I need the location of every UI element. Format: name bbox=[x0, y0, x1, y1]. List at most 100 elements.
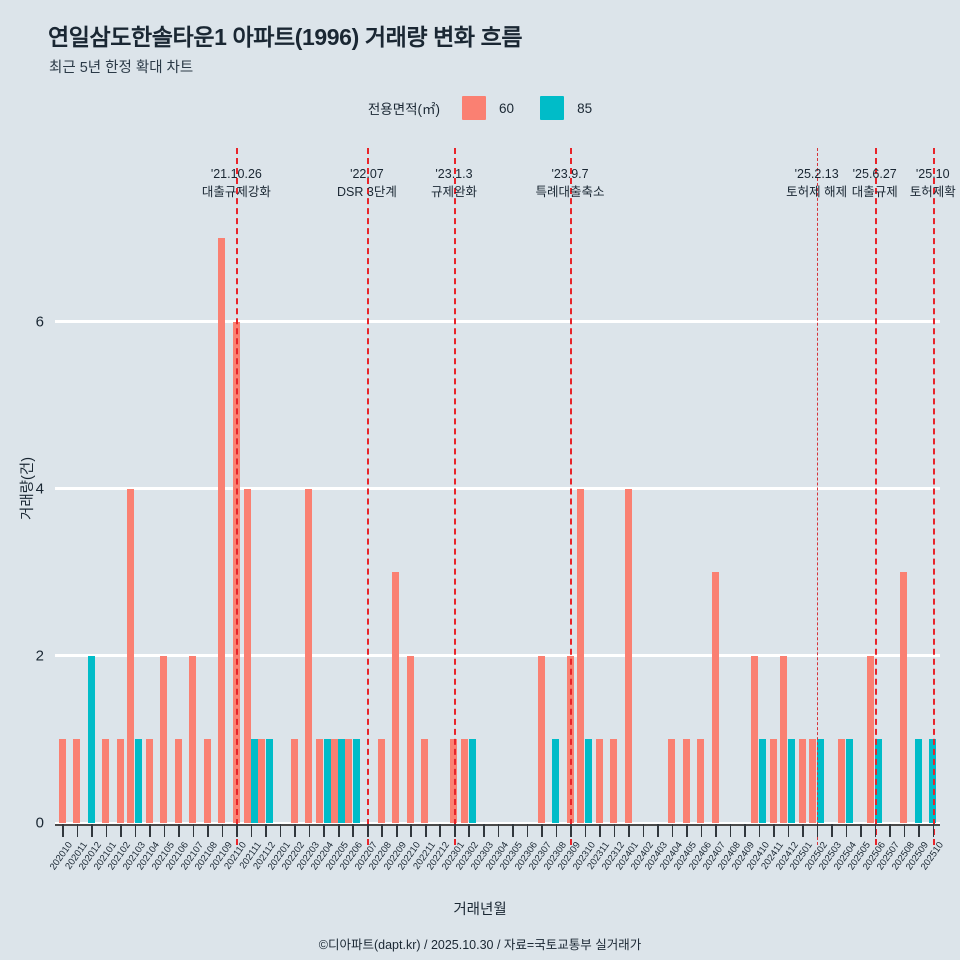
bar-202109-60[interactable] bbox=[218, 238, 226, 823]
x-tick bbox=[657, 824, 659, 837]
bar-202506-85[interactable] bbox=[875, 739, 882, 823]
legend-label-60: 60 bbox=[499, 100, 515, 116]
bar-202103-85[interactable] bbox=[135, 739, 143, 823]
bar-202412-85[interactable] bbox=[787, 739, 795, 823]
event-line-202110 bbox=[236, 148, 239, 845]
x-tick bbox=[236, 824, 238, 837]
footer-credit: ©디아파트(dapt.kr) / 2025.10.30 / 자료=국토교통부 실… bbox=[318, 938, 642, 952]
bar-202404-60[interactable] bbox=[668, 739, 676, 823]
x-tick bbox=[62, 824, 64, 837]
bar-202108-60[interactable] bbox=[203, 739, 211, 823]
bar-202406-60[interactable] bbox=[697, 739, 705, 823]
event-text: 특례대출축소 bbox=[535, 185, 605, 200]
bar-202508-60[interactable] bbox=[900, 572, 908, 823]
bar-202204-85[interactable] bbox=[323, 739, 331, 823]
x-tick bbox=[613, 824, 616, 837]
bar-202112-85[interactable] bbox=[265, 739, 273, 823]
bar-202411-60[interactable] bbox=[769, 739, 777, 823]
x-tick bbox=[76, 824, 79, 837]
bar-202012-85[interactable] bbox=[87, 655, 95, 823]
x-tick bbox=[802, 824, 804, 837]
x-tick bbox=[366, 824, 369, 837]
bar-202407-60[interactable] bbox=[711, 572, 719, 823]
page-subtitle: 최근 5년 한정 확대 차트 bbox=[49, 60, 194, 76]
bar-202106-60[interactable] bbox=[174, 739, 182, 823]
x-tick bbox=[845, 824, 848, 837]
event-date: '22.07 bbox=[350, 167, 384, 181]
x-tick bbox=[874, 824, 877, 837]
x-tick bbox=[250, 824, 253, 837]
bar-202011-60[interactable] bbox=[73, 739, 81, 823]
x-tick bbox=[337, 824, 340, 837]
bar-202501-60[interactable] bbox=[798, 739, 806, 823]
event-line-202301 bbox=[453, 148, 456, 845]
event-text: 대출규제강화 bbox=[201, 185, 271, 200]
bar-202209-60[interactable] bbox=[392, 572, 400, 823]
bar-202504-60[interactable] bbox=[838, 739, 846, 823]
bar-202410-85[interactable] bbox=[758, 739, 766, 823]
bar-202208-60[interactable] bbox=[377, 739, 385, 823]
bar-202504-85[interactable] bbox=[845, 739, 853, 823]
x-tick bbox=[91, 824, 93, 837]
bar-202206-60[interactable] bbox=[345, 739, 353, 823]
bar-202111-85[interactable] bbox=[251, 739, 259, 823]
bar-202111-60[interactable] bbox=[243, 488, 251, 823]
bar-202312-60[interactable] bbox=[610, 739, 618, 823]
x-tick bbox=[512, 824, 514, 837]
event-text: 대출규제 bbox=[851, 185, 898, 200]
bar-202302-85[interactable] bbox=[468, 739, 476, 823]
bar-202210-60[interactable] bbox=[406, 655, 414, 823]
legend-item-85[interactable]: 85 bbox=[540, 96, 592, 120]
bar-202202-60[interactable] bbox=[290, 739, 298, 823]
event-line-202506 bbox=[874, 148, 877, 845]
x-tick bbox=[178, 824, 180, 837]
bar-202102-60[interactable] bbox=[116, 739, 124, 823]
bar-202410-60[interactable] bbox=[751, 655, 759, 823]
bar-202502-85[interactable] bbox=[816, 739, 824, 823]
legend-item-60[interactable]: 60 bbox=[462, 96, 514, 120]
bar-202211-60[interactable] bbox=[421, 739, 429, 823]
x-tick bbox=[308, 824, 311, 837]
event-annotation-202207: '22.07 DSR 3단계 bbox=[337, 165, 397, 201]
bar-202105-60[interactable] bbox=[160, 655, 168, 823]
x-tick bbox=[555, 824, 558, 837]
bar-202101-60[interactable] bbox=[102, 739, 110, 823]
bar-202310-85[interactable] bbox=[584, 739, 592, 823]
bar-202103-60[interactable] bbox=[127, 488, 135, 823]
bar-202205-60[interactable] bbox=[330, 739, 338, 823]
bar-202104-60[interactable] bbox=[145, 739, 153, 823]
x-tick bbox=[903, 824, 906, 837]
event-line-202510 bbox=[932, 148, 935, 845]
bar-202205-85[interactable] bbox=[338, 739, 346, 823]
legend-swatch-60 bbox=[462, 96, 487, 120]
bar-202302-60[interactable] bbox=[461, 739, 469, 823]
x-tick bbox=[715, 824, 717, 837]
x-tick bbox=[700, 824, 703, 837]
bar-202107-60[interactable] bbox=[189, 655, 197, 823]
event-line-202502 bbox=[816, 148, 818, 845]
x-tick bbox=[323, 824, 325, 837]
bar-202308-85[interactable] bbox=[552, 739, 560, 823]
x-tick bbox=[497, 824, 500, 837]
bar-202203-60[interactable] bbox=[305, 488, 313, 823]
x-tick bbox=[570, 824, 572, 837]
gridline bbox=[55, 654, 940, 658]
x-tick bbox=[120, 824, 122, 837]
event-date: '25.6.27 bbox=[852, 167, 897, 181]
bar-202412-60[interactable] bbox=[780, 655, 788, 823]
bar-202010-60[interactable] bbox=[58, 739, 66, 823]
bar-202502-60[interactable] bbox=[809, 739, 817, 823]
bar-202311-60[interactable] bbox=[595, 739, 603, 823]
bar-202112-60[interactable] bbox=[258, 739, 266, 823]
bar-202405-60[interactable] bbox=[682, 739, 690, 823]
bar-202307-60[interactable] bbox=[537, 655, 545, 823]
bar-202506-60[interactable] bbox=[867, 655, 875, 823]
bar-202206-85[interactable] bbox=[352, 739, 360, 823]
bar-202509-85[interactable] bbox=[914, 739, 922, 823]
bar-202401-60[interactable] bbox=[624, 488, 632, 823]
bar-202204-60[interactable] bbox=[316, 739, 324, 823]
bar-202310-60[interactable] bbox=[577, 488, 585, 823]
legend-swatch-85 bbox=[540, 96, 565, 120]
gridline bbox=[55, 487, 940, 491]
x-tick bbox=[221, 824, 224, 837]
